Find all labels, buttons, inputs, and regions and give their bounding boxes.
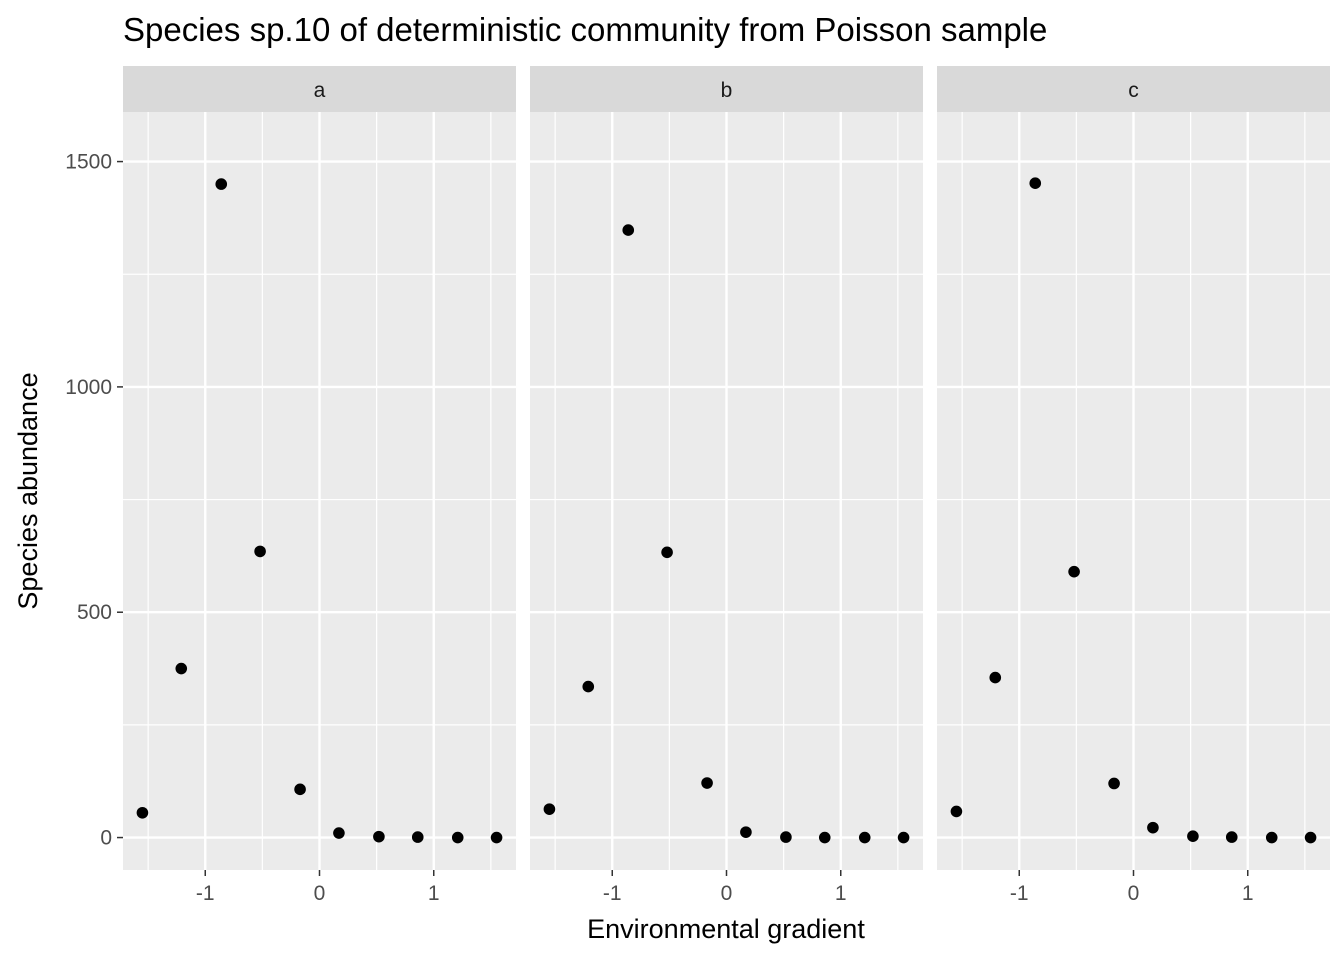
x-tick-label: 1: [1242, 882, 1254, 905]
data-point: [411, 831, 424, 843]
facet-strip-label: a: [314, 79, 326, 102]
y-tick-label: 1500: [65, 151, 112, 174]
panel-c: c -1 0 1: [937, 66, 1330, 905]
data-point: [1187, 830, 1199, 843]
data-point: [858, 831, 871, 844]
x-tick-label: -1: [196, 882, 215, 905]
data-point: [294, 783, 306, 796]
y-axis-title: Species abundance: [13, 372, 43, 609]
data-point: [622, 224, 635, 236]
data-point: [254, 545, 266, 558]
data-point: [582, 680, 595, 693]
data-point: [1068, 565, 1080, 578]
chart-title: Species sp.10 of deterministic community…: [123, 11, 1047, 48]
data-point: [1029, 177, 1042, 190]
y-tick-label: 1000: [65, 376, 112, 399]
data-point: [661, 546, 673, 559]
x-tick-label: 0: [721, 882, 733, 905]
facet-strip: [530, 66, 923, 112]
data-point: [1265, 831, 1278, 844]
data-point: [818, 831, 831, 844]
data-point: [1304, 831, 1317, 844]
data-point: [950, 805, 963, 818]
data-point: [175, 662, 188, 675]
data-point: [701, 777, 713, 789]
data-point: [897, 831, 910, 844]
x-axis-title: Environmental gradient: [587, 914, 865, 944]
panel-a: a -1 0 1: [123, 66, 516, 905]
data-point: [1147, 821, 1159, 834]
data-point: [136, 806, 149, 819]
data-point: [333, 827, 345, 839]
data-point: [740, 826, 752, 838]
facet-strip: [123, 66, 516, 112]
y-tick-label: 0: [100, 827, 112, 850]
data-point: [989, 671, 1002, 684]
data-point: [451, 831, 464, 844]
facet-strip-label: b: [721, 79, 733, 102]
panels: a -1 0 1 b -1 0 1 c -1 0 1: [123, 66, 1330, 905]
x-tick-label: 1: [835, 882, 847, 905]
data-point: [490, 831, 503, 844]
data-point: [1225, 831, 1238, 843]
data-point: [543, 803, 556, 815]
x-tick-label: 1: [428, 882, 440, 905]
data-point: [1108, 777, 1120, 790]
data-point: [780, 831, 792, 843]
x-tick-label: -1: [603, 882, 622, 905]
data-point: [215, 178, 228, 190]
facet-strip-label: c: [1128, 79, 1139, 102]
x-tick-label: 0: [1128, 882, 1140, 905]
data-point: [373, 830, 385, 843]
x-tick-label: 0: [314, 882, 326, 905]
y-tick-label: 500: [77, 601, 112, 624]
panel-b: b -1 0 1: [530, 66, 923, 905]
x-tick-label: -1: [1010, 882, 1029, 905]
y-axis: 0 500 1000 1500: [65, 151, 123, 850]
facet-strip: [937, 66, 1330, 112]
